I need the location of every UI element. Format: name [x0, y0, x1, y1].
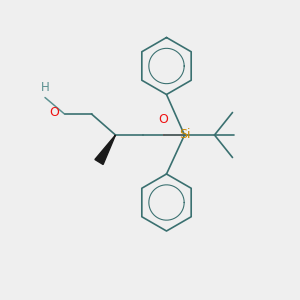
Text: O: O	[49, 106, 59, 119]
Text: H: H	[40, 81, 50, 94]
Text: O: O	[159, 113, 168, 126]
Text: Si: Si	[179, 128, 191, 141]
Polygon shape	[95, 135, 116, 164]
